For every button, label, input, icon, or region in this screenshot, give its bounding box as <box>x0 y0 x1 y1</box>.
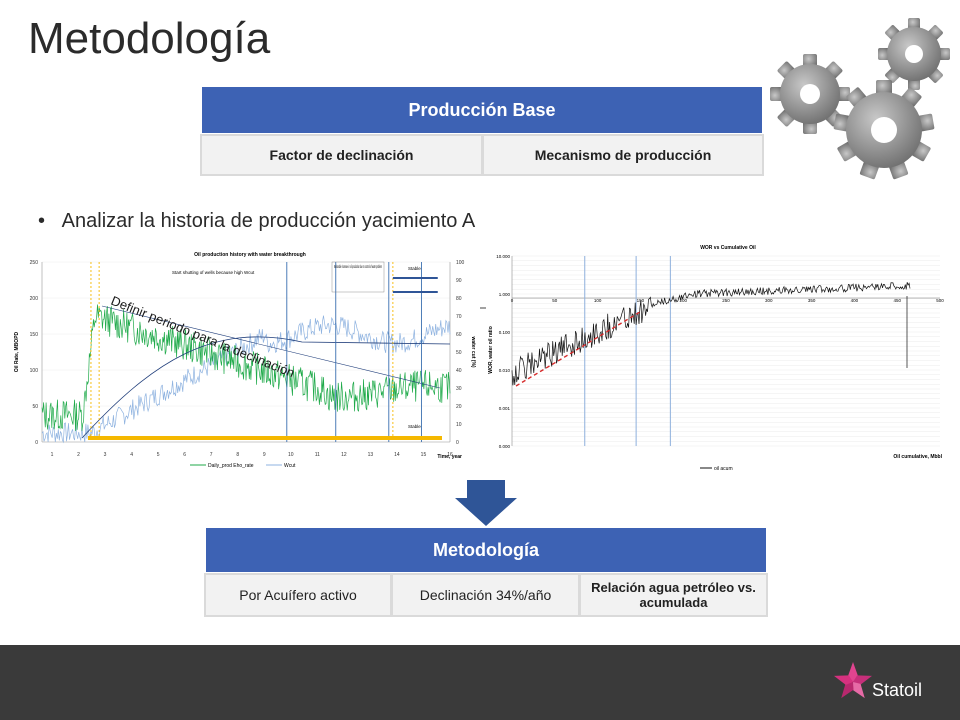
x-tick-label: 2 <box>77 452 80 458</box>
x-tick-label: 5 <box>157 452 160 458</box>
legend-label: oil acum <box>714 466 733 472</box>
annotation: Start shutting of wells because high Wcu… <box>172 270 255 275</box>
x-tick-label: 15 <box>421 452 427 458</box>
x-tick-label: 11 <box>315 452 320 458</box>
y-axis-label: WOR, water oil ratio <box>488 326 494 374</box>
x-tick-label: 50 <box>552 298 558 303</box>
x-tick-label: 250 <box>722 298 730 303</box>
y-tick-label: 50 <box>32 404 38 410</box>
x-tick-label: 500 <box>936 298 944 303</box>
x-tick-label: 8 <box>236 452 239 458</box>
gear-icon <box>833 80 935 180</box>
x-axis-label: Oil cumulative, Mbbl <box>893 454 942 460</box>
trend-line <box>515 311 641 387</box>
gear-icon <box>878 18 950 90</box>
x-tick-label: 400 <box>851 298 859 303</box>
annotation: Noticeable increase in oil production du… <box>334 264 382 269</box>
x-tick-label: 350 <box>808 298 816 303</box>
annotation: Stable <box>408 424 421 429</box>
x-tick-label: 7 <box>210 452 213 458</box>
bullet-dot: • <box>38 210 62 232</box>
bullet-text: Analizar la historia de producción yacim… <box>61 210 476 232</box>
production-mechanism-cell: Mecanismo de producción <box>482 134 764 176</box>
methodology-header: Metodología <box>206 528 766 572</box>
legend-label: Daily_prod Eho_rate <box>208 463 254 469</box>
series-wcut <box>41 315 451 444</box>
chart-title: Oil production history with water breakt… <box>194 252 306 258</box>
x-tick-label: 16 <box>447 452 453 458</box>
y2-tick-label: 80 <box>456 296 462 302</box>
statoil-logo-icon <box>834 662 872 699</box>
y-tick-label: 200 <box>30 296 39 302</box>
y2-tick-label: 60 <box>456 332 462 338</box>
arrow-down-icon <box>455 480 517 526</box>
gear-icon <box>770 54 850 134</box>
y2-tick-label: 100 <box>456 260 465 266</box>
x-tick-label: 450 <box>893 298 901 303</box>
x-tick-label: 100 <box>594 298 602 303</box>
y-tick-label: 0.001 <box>499 406 511 411</box>
wor-cumulative-cell: Relación agua petróleo vs. acumulada <box>579 573 768 617</box>
x-axis-label: Time, year <box>437 454 462 460</box>
x-tick-label: 9 <box>263 452 266 458</box>
decline-rate-cell: Declinación 34%/año <box>391 573 580 617</box>
y2-axis-label: water cut (%) <box>470 335 476 367</box>
x-tick-label: 12 <box>341 452 347 458</box>
footer-bar <box>0 645 960 720</box>
annotation-box <box>331 261 385 293</box>
chart-title: WOR vs Cumulative Oil <box>700 245 756 251</box>
series-wor <box>511 282 911 386</box>
series-oil-rate <box>41 304 451 432</box>
x-tick-label: 10 <box>288 452 294 458</box>
decline-factor-cell: Factor de declinación <box>200 134 483 176</box>
y-tick-label: 250 <box>30 260 39 266</box>
bullet-item: • Analizar la historia de producción yac… <box>38 210 475 233</box>
x-tick-label: 1 <box>51 452 54 458</box>
y2-tick-label: 40 <box>456 368 462 374</box>
y-tick-label: 1.000 <box>499 292 511 297</box>
x-tick-label: 200 <box>679 298 687 303</box>
statoil-logo-text: Statoil <box>872 680 923 700</box>
y-tick-label: 0.010 <box>499 368 511 373</box>
x-tick-label: 13 <box>368 452 374 458</box>
y-tick-label: 0.100 <box>499 330 511 335</box>
gears-icon <box>770 18 950 180</box>
x-tick-label: 3 <box>104 452 107 458</box>
y2-tick-label: 20 <box>456 404 462 410</box>
x-tick-label: 14 <box>394 452 400 458</box>
page-title: Metodología <box>28 14 271 63</box>
y-tick-label: 0.000 <box>499 444 511 449</box>
y-tick-label: 10.000 <box>496 254 510 259</box>
y2-tick-label: 30 <box>456 386 462 392</box>
x-tick-label: 4 <box>130 452 133 458</box>
x-tick-label: 6 <box>183 452 186 458</box>
y-tick-label: 150 <box>30 332 39 338</box>
production-base-header: Producción Base <box>202 87 762 133</box>
y-tick-label: 0 <box>35 440 38 446</box>
y2-tick-label: 10 <box>456 422 462 428</box>
x-tick-label: 300 <box>765 298 773 303</box>
decline-line <box>101 305 441 389</box>
y2-tick-label: 50 <box>456 350 462 356</box>
y2-tick-label: 0 <box>456 440 459 446</box>
aquifer-cell: Por Acuífero activo <box>204 573 392 617</box>
oil-production-chart: Oil production history with water breakt… <box>10 248 480 470</box>
y-tick-label: 100 <box>30 368 39 374</box>
y2-tick-label: 90 <box>456 278 462 284</box>
wor-vs-cumulative-chart: WOR vs Cumulative Oil 10.000 1.000 0.100 0.0… <box>486 240 954 478</box>
legend-label: Wcut <box>284 463 296 469</box>
annotation: Stable <box>408 266 421 271</box>
trend-line <box>81 336 451 439</box>
y2-tick-label: 70 <box>456 314 462 320</box>
y-axis-label: Oil Rate, MBOPD <box>14 331 20 372</box>
